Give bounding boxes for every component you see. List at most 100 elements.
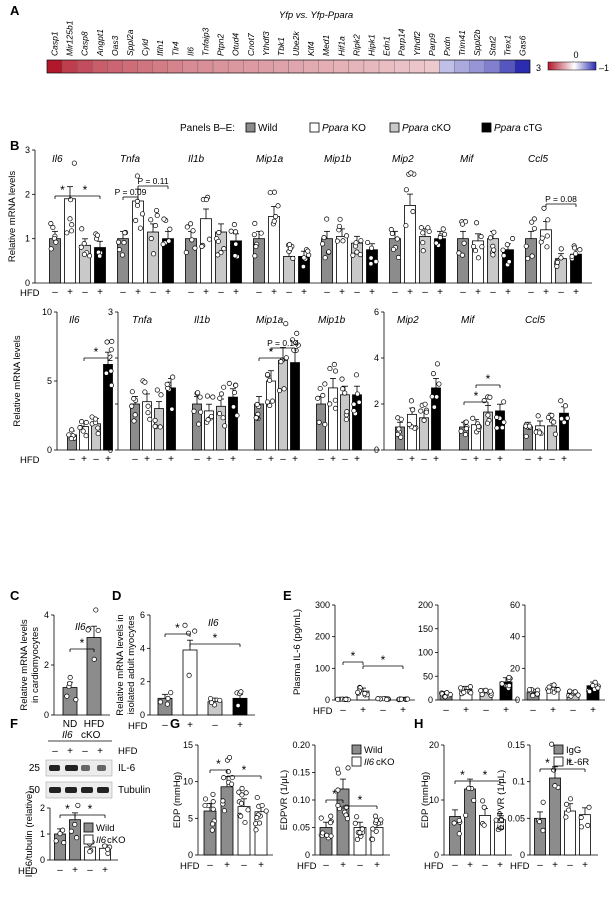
- panel-b2-mip1a-data-point: [278, 359, 284, 365]
- panel-b2-mip1b-data-point: [340, 386, 346, 392]
- panel-b-il1b-data-point: [232, 229, 239, 235]
- panel-e-sub2-data-point: [526, 687, 532, 693]
- panel-g-edp-data-point: [236, 789, 242, 795]
- panel-b-mip1b-data-point: [340, 238, 346, 244]
- panel-h-edpvr-data-point: [568, 796, 574, 802]
- panel-e-hfd-sign: +: [463, 705, 469, 716]
- panel-e-sub1-data-point: [499, 681, 505, 687]
- panel-f-blot-hfd: HFD: [118, 746, 138, 757]
- panel-b-mip1a-data-point: [305, 248, 311, 254]
- panel-b2-sig-label: *: [94, 345, 99, 359]
- panel-c-y-tick-label: 0: [44, 710, 49, 720]
- panel-b-ccl5-data-point: [558, 255, 564, 261]
- panel-g-edp-data-point: [263, 808, 269, 814]
- legend-label: Wild: [258, 123, 277, 134]
- panel-b-mif-data-point: [510, 235, 516, 242]
- panel-b-il1b-data-point: [206, 236, 212, 242]
- panel-h-edp-data-point: [466, 785, 472, 791]
- heatmap-gene-label: Ythdf2: [412, 31, 422, 56]
- panel-f-data-point: [87, 849, 93, 855]
- panel-b-ccl5-data-point: [529, 253, 535, 259]
- panel-b2-mip2-data-point: [418, 408, 424, 414]
- panel-b-mif-data-point: [506, 259, 512, 265]
- panel-b2-ccl5-data-point: [552, 431, 558, 437]
- panel-b-gene-label: Ccl5: [528, 154, 548, 165]
- heatmap-cell: [348, 59, 365, 74]
- panel-b-mip1a-data-point: [275, 203, 281, 209]
- panel-b2-il1b-data-point: [220, 415, 226, 421]
- panel-b2-tnfa-data-point: [132, 412, 138, 418]
- panel-b2-il6-data-point: [108, 347, 114, 353]
- panel-g-edpvr-data-point: [335, 802, 341, 808]
- heatmap-gene-label: Ube2k: [291, 31, 301, 56]
- panel-b2-ccl5-data-point: [558, 398, 564, 404]
- panel-g-edpvr-hfd-sign: –: [357, 860, 363, 871]
- panel-f-sig-label: *: [65, 802, 70, 816]
- blot-band-label: IL-6: [118, 763, 136, 774]
- panel-b-mip2-data-point: [437, 235, 443, 241]
- panel-b2-mip1a-data-point: [269, 398, 276, 404]
- panel-e-sub2-data-point: [587, 688, 593, 695]
- panel-b-mif-data-point: [491, 229, 497, 235]
- panel-e-sub2-data-point: [575, 692, 581, 698]
- panel-b2-hfd-sign: +: [105, 454, 111, 465]
- panel-b-ccl5-data-point: [525, 255, 531, 262]
- panel-h-edp-data-point: [499, 817, 505, 823]
- panel-b2-il1b-data-point: [210, 394, 216, 400]
- panel-b-y-tick-label: 0: [25, 278, 30, 288]
- heatmap-gene-label: Trex1: [502, 35, 512, 56]
- panel-g-edp-data-point: [238, 813, 244, 819]
- panel-c-data-point: [93, 607, 99, 613]
- panel-d-y-axis-label: isolated adult myocytes: [126, 615, 137, 714]
- panel-b2-gene-label: Il1b: [194, 315, 211, 326]
- panel-b-tnfa-bar: [117, 238, 129, 284]
- panel-g-edp-y-axis-label: EDP (mmHg): [172, 772, 183, 828]
- panel-b2-mip1b-data-point: [354, 391, 360, 397]
- panel-b-ccl5-data-point: [529, 219, 535, 225]
- panel-b-il6-data-point: [69, 222, 75, 228]
- panel-b2-tnfa-data-point: [145, 403, 151, 409]
- panel-b2-hfd-sign: +: [168, 454, 174, 465]
- heatmap-cell: [318, 59, 334, 74]
- panel-b-mip1b-data-point: [321, 235, 327, 241]
- panel-b-ccl5-data-point: [523, 243, 529, 249]
- panel-h-edpvr-hfd-sign: +: [552, 860, 558, 871]
- panel-b-mip1b-data-point: [358, 238, 364, 244]
- panel-b2-tnfa-data-point: [129, 403, 135, 409]
- panel-b2-hfd-sign: +: [497, 454, 503, 465]
- panel-b-hfd-sign: +: [203, 287, 209, 298]
- panel-b-hfd-sign: –: [52, 287, 58, 298]
- panel-b-il1b-data-point: [215, 238, 221, 244]
- panel-d-data-point: [186, 672, 192, 678]
- panel-b-il6-data-point: [86, 253, 93, 259]
- panel-d-hfd-sign: +: [237, 720, 243, 731]
- panel-g-edp-data-point: [254, 794, 260, 801]
- panel-b2-mif-data-point: [494, 425, 500, 431]
- panel-e-sub2-data-point: [590, 683, 596, 689]
- panel-b2-il6-data-point: [104, 339, 110, 345]
- panel-label-d: D: [112, 588, 121, 603]
- panel-b2-il1b-data-point: [230, 404, 237, 410]
- hfd-label: HFD: [510, 861, 530, 872]
- panel-b-mip1a-data-point: [252, 220, 258, 227]
- panel-b-tnfa-data-point: [160, 241, 166, 247]
- panel-c-data-point: [67, 674, 73, 681]
- panel-b2-sub0-y-tick-label: 0: [47, 445, 52, 455]
- blot-band: [81, 765, 90, 771]
- heatmap-cell: [484, 59, 500, 74]
- panel-f-bar: [54, 833, 66, 861]
- panel-b2-il6-data-point: [69, 427, 75, 433]
- panel-b-mip1b-data-point: [326, 249, 332, 255]
- panel-e-sub1-y-tick-label: 0: [428, 695, 433, 705]
- panel-b-ccl5-data-point: [554, 263, 560, 269]
- panel-b-ccl5-data-point: [539, 235, 545, 241]
- panel-b2-mip1b-data-point: [332, 368, 339, 374]
- panel-c-category: HFD: [84, 719, 105, 730]
- heatmap-cell: [92, 59, 108, 74]
- panel-g-edpvr-data-point: [328, 833, 334, 839]
- panel-b2-hfd-sign: –: [421, 454, 427, 465]
- panel-b2-mip1a-bar: [254, 403, 264, 451]
- panel-b2-ccl5-data-point: [562, 403, 569, 409]
- heatmap-cell: [454, 59, 470, 74]
